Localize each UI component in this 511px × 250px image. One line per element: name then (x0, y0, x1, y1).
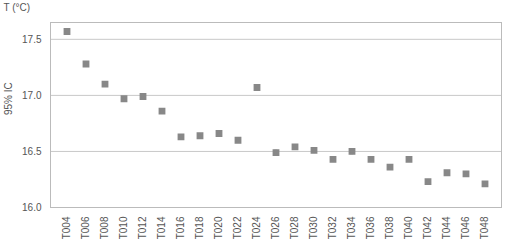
svg-text:T030: T030 (308, 216, 319, 239)
svg-text:T020: T020 (213, 216, 224, 239)
svg-text:T006: T006 (80, 216, 91, 239)
svg-text:17.0: 17.0 (22, 90, 42, 101)
svg-text:T036: T036 (365, 216, 376, 239)
svg-text:16.5: 16.5 (22, 146, 42, 157)
svg-text:T014: T014 (156, 216, 167, 239)
svg-text:T024: T024 (251, 216, 262, 239)
svg-text:T042: T042 (422, 216, 433, 239)
svg-text:T018: T018 (194, 216, 205, 239)
svg-text:16.0: 16.0 (22, 202, 42, 213)
svg-text:17.5: 17.5 (22, 34, 42, 45)
svg-text:T (°C): T (°C) (4, 2, 31, 13)
svg-text:T008: T008 (99, 216, 110, 239)
svg-text:T046: T046 (460, 216, 471, 239)
svg-text:T038: T038 (384, 216, 395, 239)
svg-text:T048: T048 (479, 216, 490, 239)
svg-text:T022: T022 (232, 216, 243, 239)
svg-text:T004: T004 (61, 216, 72, 239)
svg-text:T010: T010 (118, 216, 129, 239)
svg-text:T026: T026 (270, 216, 281, 239)
svg-text:T034: T034 (346, 216, 357, 239)
svg-text:T032: T032 (327, 216, 338, 239)
svg-text:T040: T040 (403, 216, 414, 239)
svg-text:T012: T012 (137, 216, 148, 239)
svg-text:T016: T016 (175, 216, 186, 239)
svg-text:T044: T044 (441, 216, 452, 239)
svg-text:95% IC: 95% IC (3, 82, 14, 115)
svg-text:T028: T028 (289, 216, 300, 239)
